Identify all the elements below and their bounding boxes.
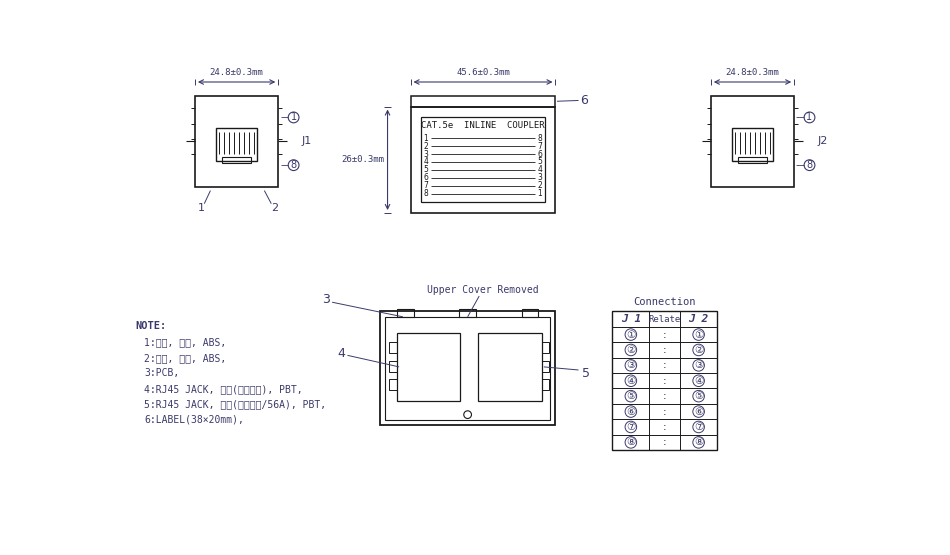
Text: CAT.5e  INLINE  COUPLER: CAT.5e INLINE COUPLER xyxy=(421,120,545,130)
Bar xyxy=(542,342,549,353)
Text: 3: 3 xyxy=(322,292,330,306)
Text: 7: 7 xyxy=(538,142,542,151)
Bar xyxy=(459,309,476,317)
Text: ③: ③ xyxy=(626,360,636,370)
Text: 5:RJ45 JACK, 黑色(黑色支架/56A), PBT,: 5:RJ45 JACK, 黑色(黑色支架/56A), PBT, xyxy=(144,399,327,409)
Text: 4: 4 xyxy=(424,158,428,166)
Text: 8: 8 xyxy=(291,160,296,170)
Text: ⑦: ⑦ xyxy=(626,422,636,432)
Text: ④: ④ xyxy=(626,376,636,386)
Text: 2: 2 xyxy=(271,203,278,213)
Text: ④: ④ xyxy=(694,376,703,386)
Text: ⑤: ⑤ xyxy=(626,391,636,401)
Text: 45.6±0.3mm: 45.6±0.3mm xyxy=(456,68,510,77)
Text: 5: 5 xyxy=(538,158,542,166)
Bar xyxy=(386,317,550,420)
Bar xyxy=(380,311,556,426)
Text: :: : xyxy=(663,407,667,417)
Text: Connection: Connection xyxy=(634,297,696,307)
Text: 4: 4 xyxy=(337,347,345,360)
Bar xyxy=(738,157,768,163)
Text: J 2: J 2 xyxy=(689,314,709,324)
Bar xyxy=(410,96,556,107)
Text: 5: 5 xyxy=(582,366,590,380)
Text: 1: 1 xyxy=(291,113,296,123)
Text: 6:LABEL(38×20mm),: 6:LABEL(38×20mm), xyxy=(144,415,244,425)
Text: 8: 8 xyxy=(538,134,542,143)
Text: ①: ① xyxy=(694,330,703,340)
Text: :: : xyxy=(663,330,667,340)
Bar xyxy=(195,96,278,186)
Bar xyxy=(216,128,257,160)
Text: Relate: Relate xyxy=(649,315,681,324)
Text: ②: ② xyxy=(694,345,703,355)
Text: ①: ① xyxy=(626,330,636,340)
Text: ⑦: ⑦ xyxy=(694,422,703,432)
Bar xyxy=(542,361,549,371)
Bar xyxy=(410,107,556,213)
Text: 24.8±0.3mm: 24.8±0.3mm xyxy=(726,68,779,77)
Text: :: : xyxy=(663,345,667,355)
Text: J 1: J 1 xyxy=(620,314,641,324)
Text: :: : xyxy=(663,422,667,432)
Text: 1: 1 xyxy=(538,189,542,198)
Bar xyxy=(522,309,539,317)
Text: 24.8±0.3mm: 24.8±0.3mm xyxy=(210,68,263,77)
Text: ⑤: ⑤ xyxy=(694,391,703,401)
Text: ③: ③ xyxy=(694,360,703,370)
Text: 5: 5 xyxy=(424,165,428,174)
Text: 1: 1 xyxy=(424,134,428,143)
Text: ⑥: ⑥ xyxy=(626,407,636,417)
Bar xyxy=(711,96,794,186)
Bar xyxy=(542,379,549,390)
Text: 3:PCB,: 3:PCB, xyxy=(144,369,180,379)
Text: J2: J2 xyxy=(817,137,827,147)
Text: 1: 1 xyxy=(198,203,204,213)
Text: Upper Cover Removed: Upper Cover Removed xyxy=(428,285,539,295)
Text: ⑧: ⑧ xyxy=(626,437,636,447)
Text: :: : xyxy=(663,360,667,370)
Text: NOTE:: NOTE: xyxy=(135,321,166,331)
Text: :: : xyxy=(663,437,667,447)
Text: 6: 6 xyxy=(424,173,428,182)
Text: J1: J1 xyxy=(301,137,312,147)
Text: 2:下盖, 黑色, ABS,: 2:下盖, 黑色, ABS, xyxy=(144,353,226,363)
Bar xyxy=(222,157,251,163)
Bar xyxy=(479,333,542,401)
Text: 6: 6 xyxy=(580,94,588,107)
Text: 8: 8 xyxy=(807,160,812,170)
Bar xyxy=(390,342,397,353)
Text: 6: 6 xyxy=(538,150,542,159)
Text: ②: ② xyxy=(626,345,636,355)
Bar xyxy=(422,118,544,202)
Text: :: : xyxy=(663,376,667,386)
Text: 1:上盖, 黑色, ABS,: 1:上盖, 黑色, ABS, xyxy=(144,337,226,347)
Text: 2: 2 xyxy=(538,181,542,190)
Bar xyxy=(390,361,397,371)
Text: 4:RJ45 JACK, 黑色(白色支架), PBT,: 4:RJ45 JACK, 黑色(白色支架), PBT, xyxy=(144,384,303,394)
Bar xyxy=(732,128,773,160)
Bar xyxy=(613,311,717,450)
Text: 26±0.3mm: 26±0.3mm xyxy=(341,155,385,164)
Text: ⑥: ⑥ xyxy=(694,407,703,417)
Bar xyxy=(397,333,460,401)
Bar xyxy=(397,309,414,317)
Text: 1: 1 xyxy=(807,113,812,123)
Text: 7: 7 xyxy=(424,181,428,190)
Text: 3: 3 xyxy=(538,173,542,182)
Text: 3: 3 xyxy=(424,150,428,159)
Text: ⑧: ⑧ xyxy=(694,437,703,447)
Text: 4: 4 xyxy=(538,165,542,174)
Bar xyxy=(390,379,397,390)
Text: :: : xyxy=(663,391,667,401)
Text: 2: 2 xyxy=(424,142,428,151)
Text: 8: 8 xyxy=(424,189,428,198)
